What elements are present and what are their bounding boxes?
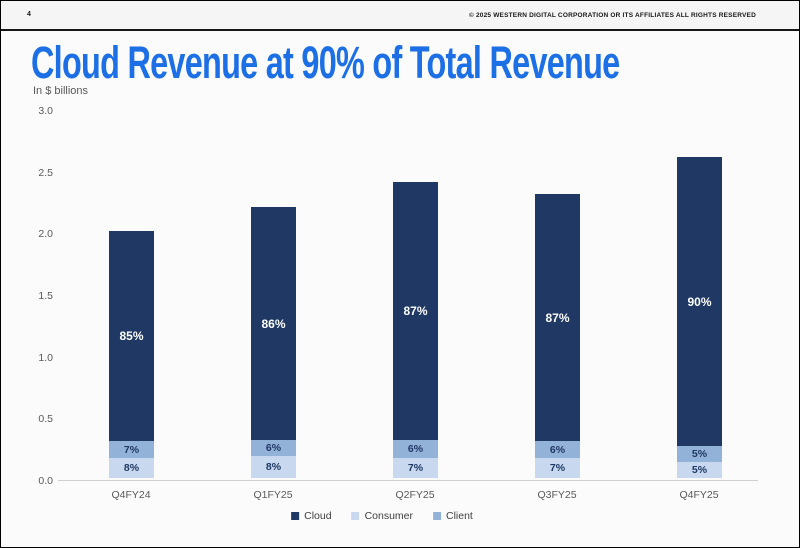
- x-axis-label: Q4FY25: [679, 489, 719, 501]
- bar-segment-label: 5%: [691, 464, 708, 476]
- bar-segment-client: 6%: [535, 441, 580, 458]
- bar-segment-label: 7%: [407, 462, 424, 474]
- x-axis-label: Q1FY25: [253, 489, 293, 501]
- bar-segment-label: 5%: [691, 448, 708, 460]
- bar-segment-cloud: 85%: [109, 231, 154, 441]
- bar-segment-label: 87%: [545, 310, 570, 325]
- legend-swatch-icon: [433, 512, 442, 520]
- y-axis-label: 3.0: [38, 105, 53, 117]
- bar-segment-client: 7%: [109, 441, 154, 458]
- bar-segment-label: 6%: [549, 443, 566, 456]
- bar-segment-consumer: 7%: [535, 458, 580, 478]
- legend-item-client: Client: [433, 510, 473, 522]
- bar-segment-consumer: 7%: [393, 458, 438, 478]
- bar-segment-cloud: 86%: [251, 207, 296, 440]
- legend-label: Cloud: [304, 510, 332, 522]
- y-axis-label: 0.5: [38, 413, 53, 425]
- bar-segment-cloud: 90%: [677, 157, 722, 446]
- top-bar: 4 © 2025 WESTERN DIGITAL CORPORATION OR …: [1, 1, 799, 31]
- x-axis-line: [58, 480, 758, 481]
- x-axis-label: Q4FY24: [111, 489, 151, 501]
- bar-segment-label: 7%: [549, 462, 566, 474]
- bar-segment-client: 6%: [393, 440, 438, 458]
- bar-segment-label: 8%: [123, 462, 140, 474]
- bar-segment-label: 7%: [123, 443, 140, 456]
- bar-segment-label: 87%: [403, 304, 428, 318]
- bar-q2fy25: 87% 6% 7%: [393, 182, 438, 478]
- bar-q3fy25: 87% 6% 7%: [535, 194, 580, 478]
- bar-segment-label: 90%: [687, 294, 712, 309]
- page-number: 4: [27, 11, 31, 18]
- y-axis-label: 0.0: [38, 475, 53, 487]
- chart-legend: Cloud Consumer Client: [291, 510, 473, 522]
- y-axis-label: 1.0: [38, 352, 53, 364]
- bar-segment-client: 5%: [677, 446, 722, 462]
- bar-segment-consumer: 5%: [677, 462, 722, 478]
- copyright-text: © 2025 WESTERN DIGITAL CORPORATION OR IT…: [468, 12, 756, 19]
- legend-item-consumer: Consumer: [351, 510, 414, 522]
- bar-segment-label: 8%: [265, 461, 282, 473]
- x-axis-label: Q3FY25: [537, 489, 577, 501]
- bar-q4fy24: 85% 7% 8%: [109, 231, 154, 478]
- x-axis-label: Q2FY25: [395, 489, 435, 501]
- y-axis-label: 2.5: [38, 167, 53, 179]
- legend-swatch-icon: [291, 512, 300, 520]
- bar-segment-consumer: 8%: [251, 456, 296, 478]
- bar-segment-label: 86%: [261, 316, 286, 331]
- legend-label: Client: [446, 510, 473, 522]
- bar-segment-cloud: 87%: [535, 194, 580, 441]
- y-axis-label: 1.5: [38, 290, 53, 302]
- bar-q1fy25: 86% 6% 8%: [251, 207, 296, 478]
- bar-segment-consumer: 8%: [109, 458, 154, 478]
- legend-label: Consumer: [364, 510, 414, 522]
- bar-segment-client: 6%: [251, 440, 296, 456]
- page-title: Cloud Revenue at 90% of Total Revenue: [31, 37, 620, 88]
- chart-units-label: In $ billions: [33, 85, 89, 97]
- bar-q4fy25: 90% 5% 5%: [677, 157, 722, 478]
- legend-item-cloud: Cloud: [291, 510, 332, 522]
- legend-swatch-icon: [351, 512, 360, 520]
- bar-segment-label: 85%: [119, 329, 144, 343]
- y-axis-label: 2.0: [38, 228, 53, 240]
- bar-segment-label: 6%: [265, 442, 282, 454]
- bar-segment-cloud: 87%: [393, 182, 438, 440]
- bar-segment-label: 6%: [407, 443, 424, 455]
